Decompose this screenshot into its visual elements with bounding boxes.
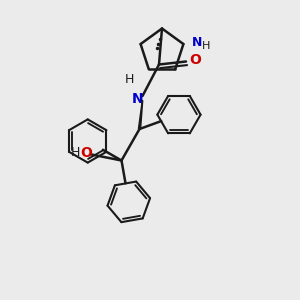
Text: O: O	[80, 146, 92, 160]
Text: N: N	[192, 36, 202, 49]
Text: H: H	[71, 146, 81, 160]
Text: O: O	[190, 53, 202, 67]
Text: H: H	[125, 73, 135, 86]
Text: H: H	[202, 40, 211, 50]
Polygon shape	[139, 100, 143, 129]
Text: N: N	[132, 92, 144, 106]
